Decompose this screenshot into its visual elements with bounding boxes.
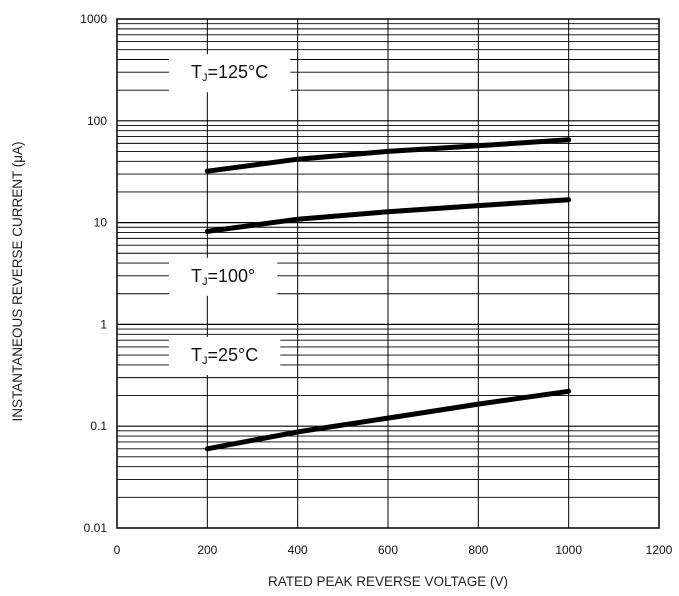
y-tick-label: 0.1	[90, 419, 107, 433]
label-background	[169, 54, 291, 93]
y-tick-label: 0.01	[84, 521, 108, 535]
series-layer	[204, 137, 572, 452]
plot-frame	[116, 18, 660, 529]
annotation-layer: TJ=125°C TJ=100° TJ=25°C	[169, 54, 291, 376]
x-axis-title: RATED PEAK REVERSE VOLTAGE (V)	[268, 574, 508, 589]
y-tick-label: 1000	[80, 12, 107, 26]
y-tick-label: 10	[94, 216, 108, 230]
series-label-text: TJ=25°C	[191, 345, 258, 367]
x-tick-label: 200	[197, 543, 217, 557]
x-tick-label: 1000	[555, 543, 582, 557]
label-background	[169, 337, 281, 376]
y-axis-title: INSTANTANEOUS REVERSE CURRENT (μA)	[10, 141, 25, 421]
x-tick-label: 400	[288, 543, 308, 557]
series-label-text: TJ=125°C	[191, 62, 268, 84]
series-label-text: TJ=100°	[191, 266, 255, 288]
series-label: TJ=125°C	[169, 54, 291, 93]
x-tick-labels: 0 200 400 600 800 1000 1200	[114, 543, 673, 557]
x-tick-label: 1200	[646, 543, 673, 557]
y-tick-label: 1	[100, 317, 107, 331]
label-background	[169, 257, 278, 296]
x-tick-label: 0	[114, 543, 121, 557]
y-tick-labels: 0.01 0.1 1 10 100 1000	[80, 12, 107, 535]
x-tick-label: 800	[468, 543, 488, 557]
series-line	[204, 197, 572, 234]
y-tick-label: 100	[87, 114, 107, 128]
series-line	[204, 388, 572, 452]
series-label: TJ=100°	[169, 257, 278, 296]
series-label: TJ=25°C	[169, 337, 281, 376]
x-tick-label: 600	[378, 543, 398, 557]
series-line	[204, 137, 572, 174]
